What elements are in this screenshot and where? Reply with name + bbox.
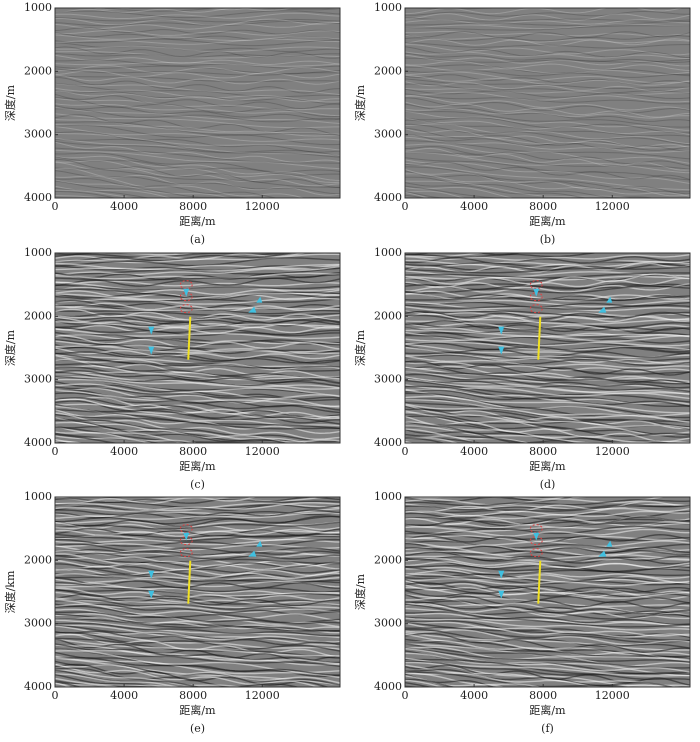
caption: (a)	[190, 233, 205, 246]
reflector	[405, 0, 690, 4]
y-tick-label: 4000	[24, 191, 52, 204]
x-tick-label: 8000	[179, 200, 207, 213]
y-axis-label: 深度/km	[3, 570, 17, 613]
reflector	[405, 246, 690, 253]
x-tick-label: 4000	[110, 689, 138, 702]
x-tick-label: 8000	[529, 200, 557, 213]
y-tick-label: 4000	[24, 436, 52, 449]
x-tick-label: 8000	[529, 445, 557, 458]
y-axis-label: 深度/m	[3, 329, 17, 366]
x-tick-label: 4000	[460, 200, 488, 213]
y-tick-label: 1000	[374, 490, 402, 503]
y-tick-label: 2000	[374, 309, 402, 322]
y-tick-label: 1000	[24, 246, 52, 259]
x-tick-label: 12000	[595, 689, 630, 702]
y-tick-label: 1000	[24, 1, 52, 14]
x-tick-label: 0	[402, 445, 409, 458]
y-tick-label: 4000	[374, 680, 402, 693]
x-axis-label: 距离/m	[529, 703, 566, 717]
caption: (e)	[190, 722, 205, 735]
x-axis-label: 距离/m	[179, 214, 216, 228]
y-axis-label: 深度/m	[353, 84, 367, 121]
reflector	[55, 0, 340, 4]
x-tick-label: 12000	[245, 689, 280, 702]
y-tick-label: 2000	[24, 553, 52, 566]
x-tick-label: 8000	[179, 445, 207, 458]
x-axis-label: 距离/m	[529, 459, 566, 473]
reflector	[55, 246, 340, 251]
reflector	[405, 0, 690, 7]
x-tick-label: 0	[402, 200, 409, 213]
y-tick-label: 3000	[24, 128, 52, 141]
caption: (f)	[541, 722, 554, 735]
caption: (c)	[190, 478, 205, 491]
x-tick-label: 0	[52, 445, 59, 458]
y-axis-label: 深度/m	[353, 573, 367, 610]
y-tick-label: 2000	[374, 64, 402, 77]
x-tick-label: 12000	[595, 200, 630, 213]
x-tick-label: 12000	[245, 200, 280, 213]
caption: (b)	[540, 233, 556, 246]
x-axis-label: 距离/m	[529, 214, 566, 228]
y-tick-label: 3000	[374, 617, 402, 630]
y-axis-label: 深度/m	[3, 84, 17, 121]
y-tick-label: 1000	[374, 1, 402, 14]
x-axis-label: 距离/m	[179, 703, 216, 717]
y-tick-label: 4000	[374, 191, 402, 204]
caption: (d)	[540, 478, 556, 491]
y-axis-label: 深度/m	[353, 329, 367, 366]
x-tick-label: 0	[402, 689, 409, 702]
reflector	[55, 1, 340, 7]
x-tick-label: 12000	[595, 445, 630, 458]
x-tick-label: 8000	[179, 689, 207, 702]
x-axis-label: 距离/m	[179, 459, 216, 473]
y-tick-label: 3000	[24, 373, 52, 386]
x-tick-label: 4000	[110, 200, 138, 213]
reflector	[405, 0, 690, 4]
y-tick-label: 1000	[374, 246, 402, 259]
x-tick-label: 12000	[245, 445, 280, 458]
y-tick-label: 3000	[374, 128, 402, 141]
y-tick-label: 1000	[24, 490, 52, 503]
x-tick-label: 0	[52, 689, 59, 702]
y-tick-label: 2000	[24, 309, 52, 322]
x-tick-label: 4000	[460, 689, 488, 702]
y-tick-label: 3000	[374, 373, 402, 386]
x-tick-label: 8000	[529, 689, 557, 702]
y-tick-label: 4000	[24, 680, 52, 693]
y-tick-label: 2000	[24, 64, 52, 77]
y-tick-label: 4000	[374, 436, 402, 449]
x-tick-label: 4000	[110, 445, 138, 458]
y-tick-label: 2000	[374, 553, 402, 566]
y-tick-label: 3000	[24, 617, 52, 630]
x-tick-label: 4000	[460, 445, 488, 458]
x-tick-label: 0	[52, 200, 59, 213]
